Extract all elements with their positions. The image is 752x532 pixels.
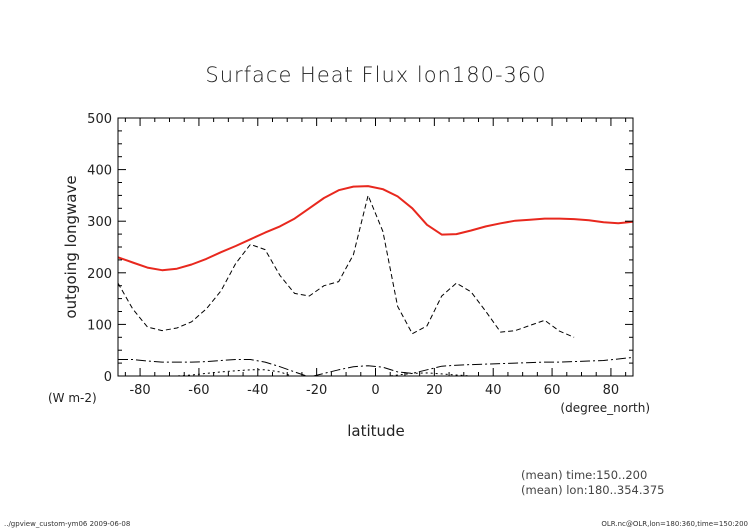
series-line-dashdot: [118, 356, 633, 376]
series-line-dashed: [118, 194, 575, 338]
plot-lines: [118, 185, 633, 376]
y-tick-label: 0: [104, 370, 112, 385]
y-tick-label: 200: [87, 267, 112, 282]
x-tick-label: -40: [247, 383, 268, 398]
x-axis-ticks: -80 -60 -40 -20 0 20 40 60 80: [124, 118, 627, 398]
y-axis-ticks: 0 100 200 300 400 500: [87, 112, 633, 385]
x-tick-label: 60: [544, 383, 561, 398]
y-tick-label: 500: [87, 112, 112, 127]
x-tick-label: 40: [485, 383, 502, 398]
x-tick-label: 20: [426, 383, 443, 398]
y-unit-label: (W m-2): [48, 391, 97, 405]
x-axis-label: latitude: [347, 422, 405, 440]
y-tick-label: 100: [87, 318, 112, 333]
x-tick-label: -60: [188, 383, 209, 398]
x-tick-label: -20: [306, 383, 327, 398]
footer-right: OLR.nc@OLR,lon=180:360,time=150:200: [601, 520, 748, 528]
footer-left: ../gpview_custom-ym06 2009-06-08: [4, 520, 130, 528]
series-line-dotted: [118, 369, 633, 376]
x-unit-label: (degree_north): [560, 401, 650, 415]
note-lon: (mean) lon:180..354.375: [521, 483, 664, 497]
x-tick-label: -80: [129, 383, 150, 398]
y-axis-label: outgoing longwave: [62, 175, 80, 318]
x-tick-label: 80: [603, 383, 620, 398]
chart-title: Surface Heat Flux lon180-360: [205, 63, 546, 87]
series-line-solid: [118, 185, 633, 272]
y-tick-label: 300: [87, 215, 112, 230]
note-time: (mean) time:150..200: [521, 468, 647, 482]
y-tick-label: 400: [87, 164, 112, 179]
plot-frame: [117, 117, 634, 377]
x-tick-label: 0: [371, 383, 379, 398]
